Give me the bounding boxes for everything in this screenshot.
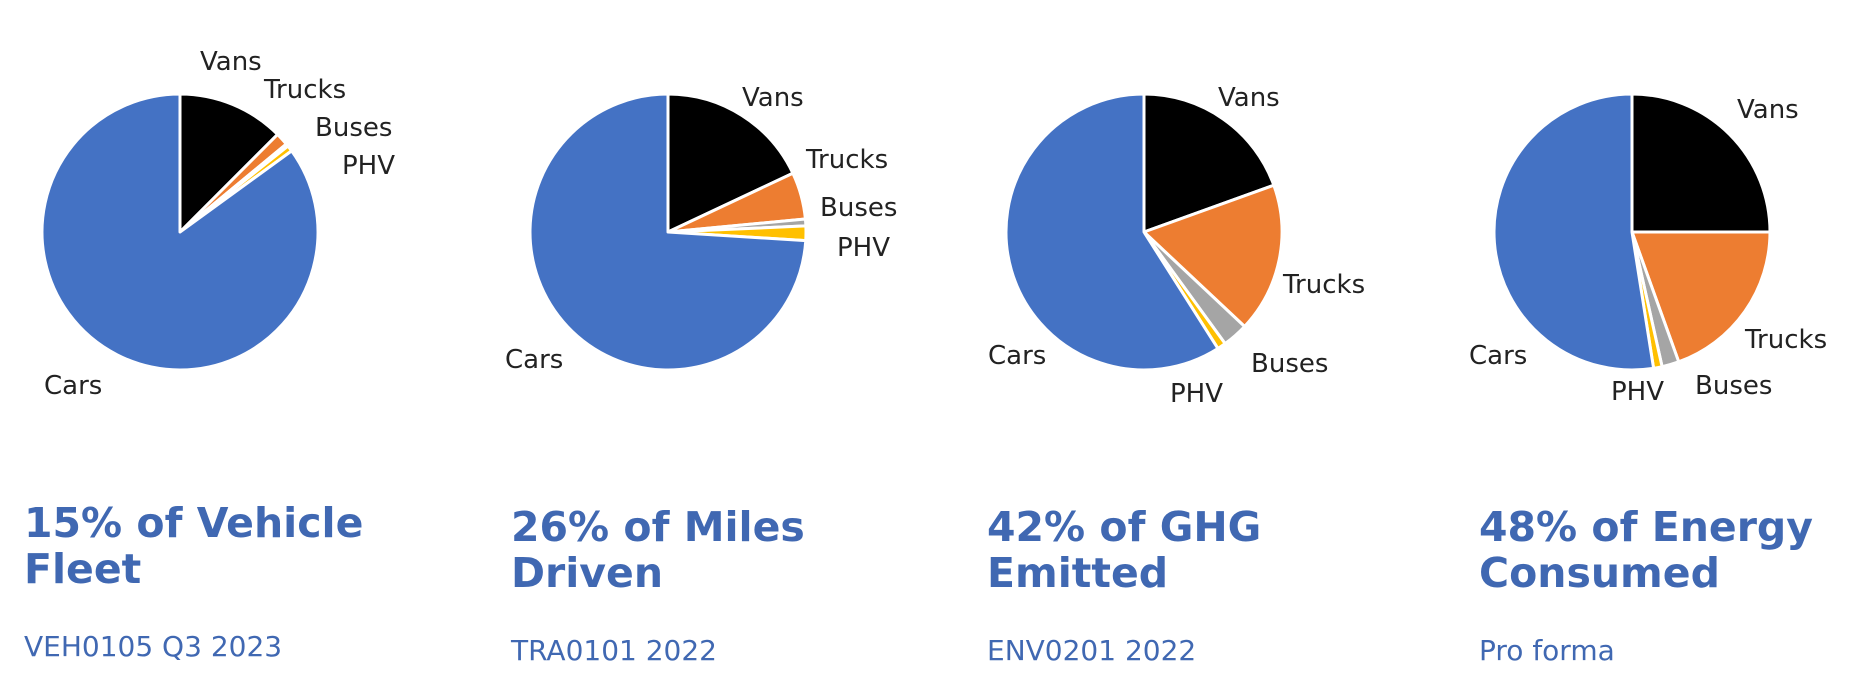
chart-source: TRA0101 2022 [511,634,717,667]
chart-panel-miles: Vans Trucks Buses PHV Cars 26% of Miles Driv… [487,0,947,681]
chart-panel-ghg: Vans Trucks Buses PHV Cars 42% of GHG Emitte… [963,0,1423,681]
chart-title: 15% of Vehicle Fleet [24,499,364,593]
chart-panel-energy: Vans Trucks Buses PHV Cars 48% of Energy Con… [1455,0,1871,681]
slice-label-cars: Cars [505,345,563,375]
chart-title: 42% of GHG Emitted [987,503,1262,597]
chart-title: 48% of Energy Consumed [1479,503,1813,597]
slice-label-phv: PHV [1170,379,1223,409]
chart-source: Pro forma [1479,634,1615,667]
slice-label-phv: PHV [837,233,890,263]
slice-label-phv: PHV [1611,377,1664,407]
slice-label-phv: PHV [342,151,395,181]
slice-label-trucks: Trucks [1744,325,1827,355]
pie-slice-cars [40,92,320,372]
chart-panel-fleet: Vans Trucks Buses PHV Cars 15% of Vehicle Fl… [0,0,460,681]
chart-title: 26% of Miles Driven [511,503,805,597]
slice-label-trucks: Trucks [805,145,888,175]
slice-label-vans: Vans [742,83,804,113]
pie-chart-ghg: Vans Trucks Buses PHV Cars [988,83,1365,409]
slice-label-cars: Cars [1469,341,1527,371]
pie-chart-miles: Vans Trucks Buses PHV Cars [505,83,897,375]
slice-label-cars: Cars [988,341,1046,371]
chart-source: ENV0201 2022 [987,634,1197,667]
slice-label-vans: Vans [1218,83,1280,113]
slice-label-trucks: Trucks [1282,270,1365,300]
pie-slice-cars [528,92,808,372]
chart-source: VEH0105 Q3 2023 [24,630,283,663]
slice-label-buses: Buses [315,113,392,143]
slice-label-buses: Buses [1695,371,1772,401]
pie-slice-trucks [1630,230,1772,364]
slice-label-buses: Buses [1251,349,1328,379]
pie-slice-cars [1492,92,1656,372]
slice-label-trucks: Trucks [263,75,346,105]
pie-slice-vans [1630,92,1772,234]
pie-slice-cars [1004,92,1220,372]
pie-slice-vans [1142,92,1276,234]
slice-label-vans: Vans [200,47,262,77]
pie-slice-vans [666,92,795,234]
pie-chart-energy: Vans Trucks Buses PHV Cars [1469,92,1827,407]
pie-slice-trucks [1142,183,1284,328]
pie-slice-vans [178,92,280,234]
slice-label-vans: Vans [1737,95,1799,125]
slice-label-buses: Buses [820,193,897,223]
slice-label-cars: Cars [44,371,102,401]
